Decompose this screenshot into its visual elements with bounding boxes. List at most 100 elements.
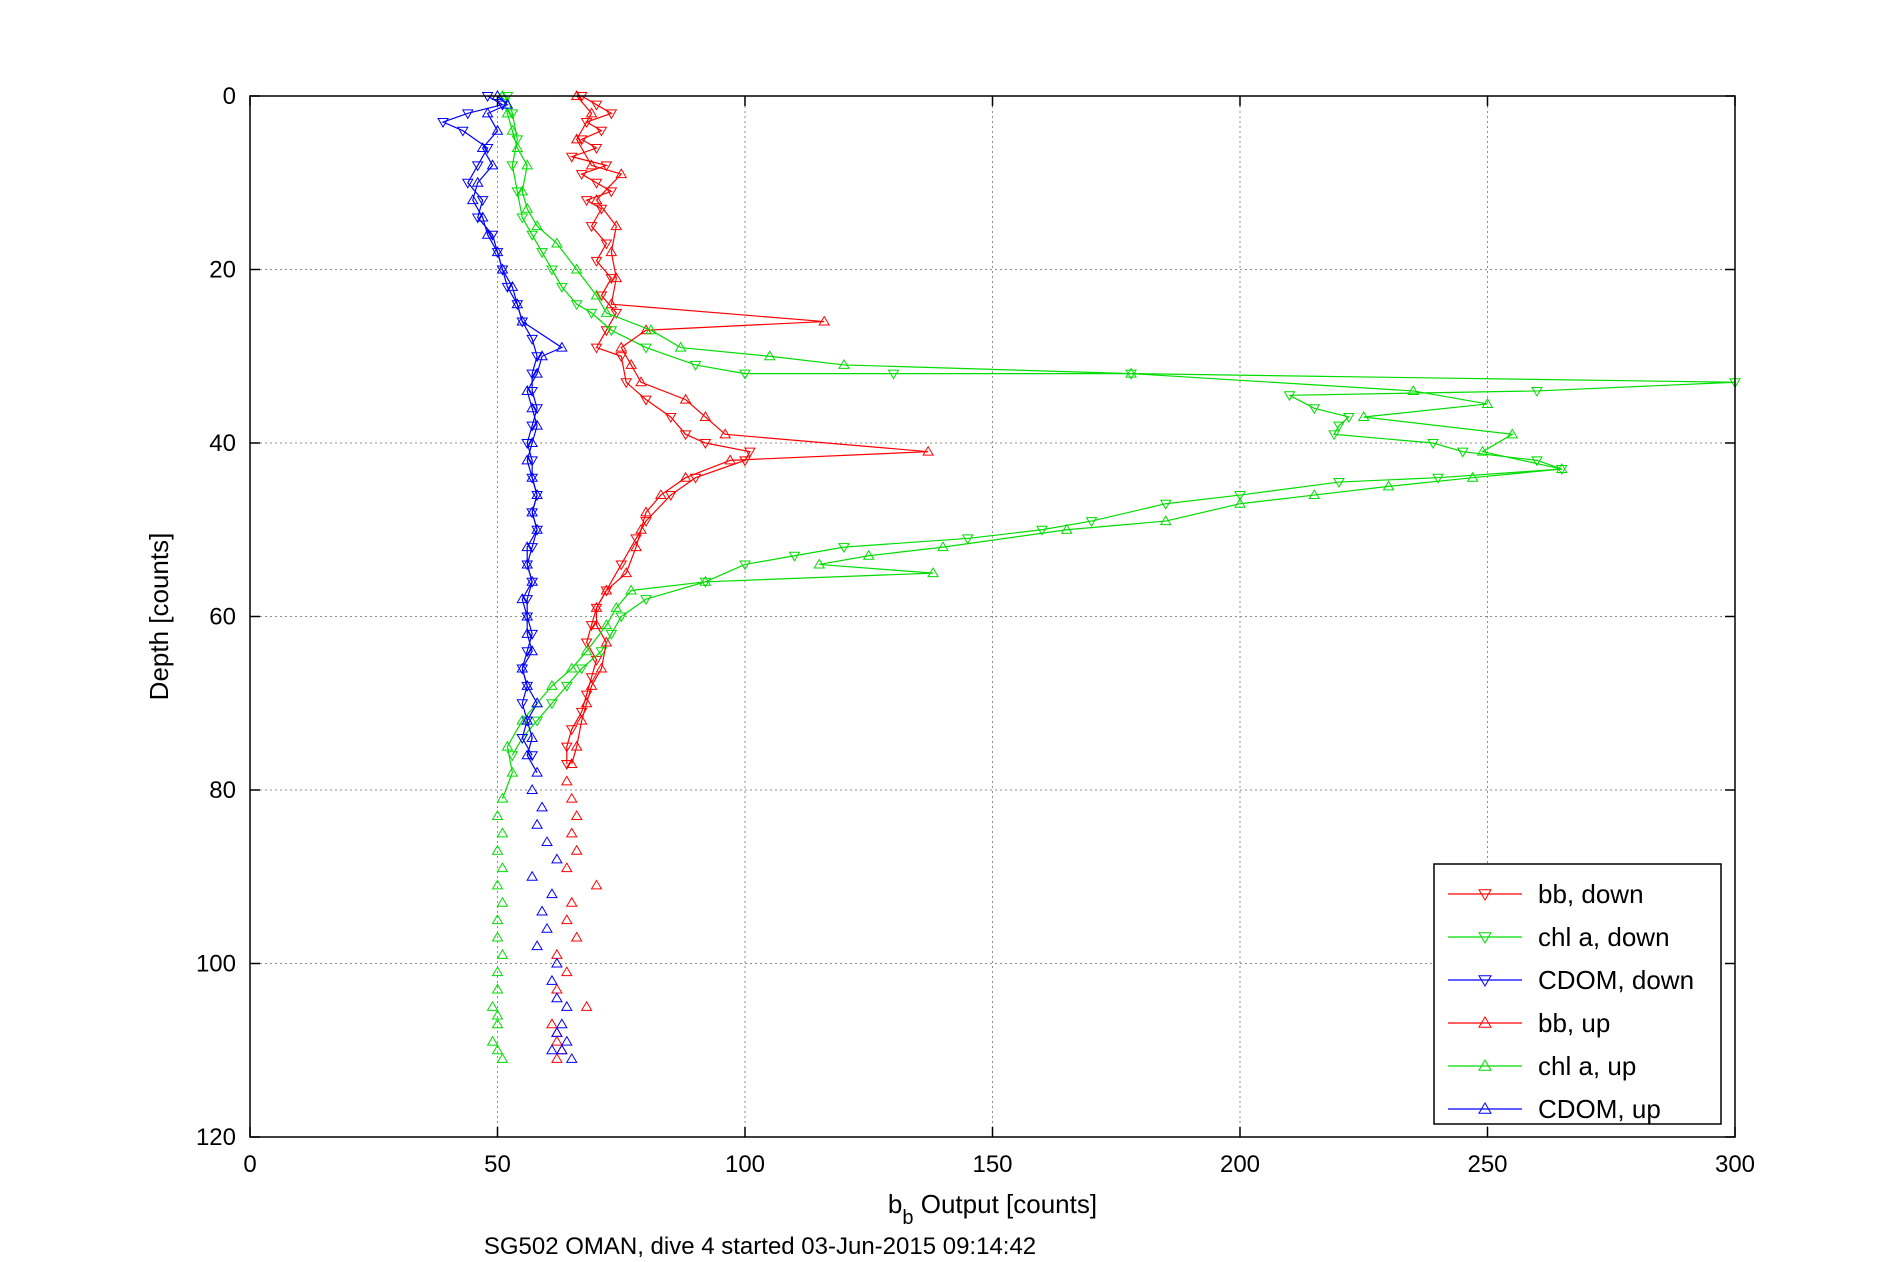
data-point [555, 282, 568, 293]
data-point [605, 326, 618, 337]
data-point [590, 256, 603, 267]
data-point [1036, 525, 1048, 536]
data-point [501, 282, 514, 293]
data-point [1506, 428, 1519, 439]
data-point [640, 506, 652, 517]
data-point [526, 473, 539, 484]
data-point [595, 291, 608, 302]
data-point [615, 341, 628, 352]
legend-label: bb, up [1538, 1008, 1610, 1038]
data-point [560, 681, 573, 692]
data-point [640, 395, 652, 406]
data-point [526, 543, 539, 554]
data-point [689, 360, 702, 371]
data-point [615, 168, 628, 179]
data-point [496, 862, 509, 873]
data-point [1427, 439, 1439, 449]
data-point [580, 1000, 593, 1011]
series-line [571, 95, 929, 765]
data-point [927, 567, 939, 578]
data-point [491, 246, 504, 257]
data-point [699, 410, 712, 421]
data-point [555, 1018, 568, 1029]
data-point [1357, 410, 1370, 421]
data-point [1328, 430, 1340, 441]
data-point [620, 378, 633, 389]
data-point [565, 662, 578, 673]
data-point [600, 239, 613, 250]
legend-label: CDOM, down [1538, 965, 1694, 995]
legend-label: bb, down [1538, 879, 1644, 909]
data-point [506, 109, 519, 120]
data-point [640, 595, 652, 606]
data-point [476, 142, 489, 153]
data-point [600, 619, 613, 630]
data-point [625, 358, 638, 369]
data-point [526, 645, 539, 656]
data-point [551, 1026, 563, 1037]
data-point [486, 1035, 499, 1046]
data-point [570, 810, 583, 821]
data-point [521, 454, 534, 465]
data-point [551, 1052, 563, 1063]
data-point [1476, 445, 1489, 456]
data-point [521, 716, 534, 727]
data-point [526, 334, 539, 345]
data-point [506, 161, 519, 172]
data-point [486, 159, 499, 170]
data-point [521, 541, 534, 552]
x-axis-label: bb Output [counts] [888, 1189, 1097, 1229]
data-point [1382, 480, 1395, 491]
data-point [521, 627, 534, 638]
x-tick-label: 250 [1467, 1151, 1507, 1178]
data-point [531, 489, 543, 500]
series-layer [437, 90, 1741, 1063]
series-line [566, 95, 751, 764]
data-point [526, 751, 539, 762]
data-point [838, 543, 850, 554]
data-point [526, 386, 539, 397]
data-point [739, 369, 751, 380]
data-point [585, 222, 598, 233]
data-point [590, 178, 603, 189]
data-point [531, 525, 543, 536]
data-point [615, 612, 628, 623]
data-point [521, 749, 534, 760]
data-point [664, 491, 677, 502]
data-point [551, 948, 563, 959]
data-point [521, 610, 534, 621]
data-point [501, 98, 514, 109]
data-point [570, 263, 583, 274]
data-point [491, 810, 504, 821]
data-point [838, 358, 850, 369]
data-point [664, 412, 677, 423]
data-point [560, 775, 573, 786]
data-point [645, 324, 657, 335]
x-tick-label: 0 [243, 1151, 256, 1178]
data-point [546, 699, 558, 710]
data-point [565, 152, 578, 163]
series-8 [526, 784, 578, 1063]
data-point [516, 213, 529, 224]
data-point [1234, 491, 1246, 502]
data-point [486, 1000, 499, 1011]
data-point [531, 491, 543, 502]
data-point [526, 437, 539, 447]
data-point [516, 315, 529, 326]
data-point [654, 489, 667, 500]
data-point [630, 541, 642, 552]
data-point [610, 601, 623, 612]
data-point [471, 213, 484, 224]
data-point [461, 109, 474, 120]
data-point [516, 733, 529, 744]
y-tick-label: 120 [196, 1124, 236, 1151]
data-point [551, 237, 563, 248]
data-point [560, 966, 573, 977]
y-tick-label: 20 [209, 257, 236, 284]
legend-label: chl a, up [1538, 1051, 1636, 1081]
data-point [531, 523, 543, 534]
data-point [590, 655, 603, 666]
data-point [491, 844, 504, 855]
data-point [531, 419, 543, 430]
data-point [590, 194, 603, 205]
